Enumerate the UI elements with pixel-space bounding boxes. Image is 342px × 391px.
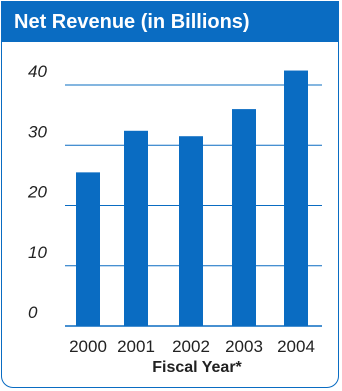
y-tick-label: 40 [28,62,47,81]
y-tick-label: 10 [28,243,47,262]
x-tick-label: 2004 [277,337,315,356]
y-tick-label: 30 [28,122,47,141]
x-tick-label: 2003 [225,337,263,356]
y-tick-label: 20 [27,183,47,202]
bar-2001 [124,130,148,326]
chart-title: Net Revenue (in Billions) [2,2,338,42]
x-tick-label: 2002 [172,337,210,356]
bars [76,70,308,326]
x-tick-labels: 2000 2001 2002 2003 2004 [69,337,315,356]
bar-2003 [232,109,256,326]
y-tick-labels: 0 10 20 30 40 [27,62,47,322]
x-axis-label: Fiscal Year* [152,359,242,376]
bar-2004 [284,70,308,326]
chart-card: Net Revenue (in Billions) [1,1,339,388]
bar-2000 [76,172,100,326]
bar-2002 [179,136,203,326]
x-tick-label: 2000 [69,337,107,356]
y-tick-label: 0 [28,303,38,322]
x-tick-label: 2001 [117,337,155,356]
